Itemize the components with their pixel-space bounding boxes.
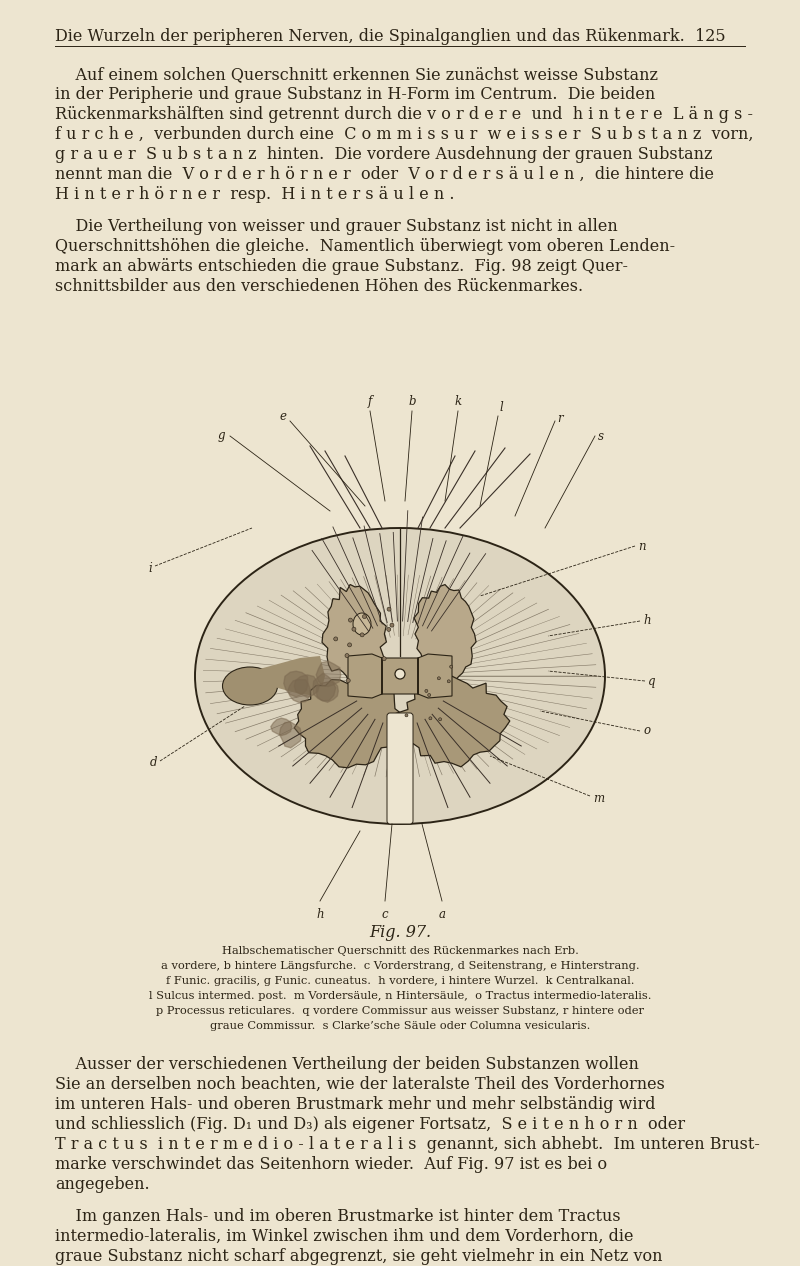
Ellipse shape [222,667,278,705]
Ellipse shape [405,714,408,717]
Ellipse shape [195,528,605,824]
Text: Halbschematischer Querschnitt des Rückenmarkes nach Erb.: Halbschematischer Querschnitt des Rücken… [222,946,578,956]
Text: mark an abwärts entschieden die graue Substanz.  Fig. 98 zeigt Quer-: mark an abwärts entschieden die graue Su… [55,258,628,275]
Ellipse shape [347,643,351,647]
Text: a vordere, b hintere Längsfurche.  c Vorderstrang, d Seitenstrang, e Hinterstran: a vordere, b hintere Längsfurche. c Vord… [161,961,639,971]
Ellipse shape [346,679,350,682]
Text: f: f [368,395,372,408]
Ellipse shape [438,677,440,680]
Text: Fig. 97.: Fig. 97. [369,924,431,941]
Ellipse shape [345,653,349,657]
Text: Die Wurzeln der peripheren Nerven, die Spinalganglien und das Rükenmark.  125: Die Wurzeln der peripheren Nerven, die S… [55,28,726,46]
Polygon shape [284,671,308,696]
Text: H i n t e r h ö r n e r  resp.  H i n t e r s ä u l e n .: H i n t e r h ö r n e r resp. H i n t e … [55,186,454,203]
Polygon shape [288,680,310,703]
Text: r: r [557,413,562,425]
Ellipse shape [428,694,430,696]
Text: nennt man die  V o r d e r h ö r n e r  oder  V o r d e r s ä u l e n ,  die hin: nennt man die V o r d e r h ö r n e r od… [55,166,714,184]
Polygon shape [252,656,325,696]
Text: Ausser der verschiedenen Vertheilung der beiden Substanzen wollen: Ausser der verschiedenen Vertheilung der… [55,1056,639,1074]
Ellipse shape [395,668,405,679]
Text: schnittsbilder aus den verschiedenen Höhen des Rückenmarkes.: schnittsbilder aus den verschiedenen Höh… [55,279,583,295]
Text: f Funic. gracilis, g Funic. cuneatus.  h vordere, i hintere Wurzel.  k Centralka: f Funic. gracilis, g Funic. cuneatus. h … [166,976,634,986]
Polygon shape [395,676,510,767]
Text: Querschnittshöhen die gleiche.  Namentlich überwiegt vom oberen Lenden-: Querschnittshöhen die gleiche. Namentlic… [55,238,675,254]
Ellipse shape [429,717,432,720]
Text: h: h [316,908,324,920]
Text: graue Commissur.  s Clarke’sche Säule oder Columna vesicularis.: graue Commissur. s Clarke’sche Säule ode… [210,1020,590,1031]
Ellipse shape [353,613,371,636]
Ellipse shape [360,633,364,637]
Text: Im ganzen Hals- und im oberen Brustmarke ist hinter dem Tractus: Im ganzen Hals- und im oberen Brustmarke… [55,1208,621,1225]
Text: g r a u e r  S u b s t a n z  hinten.  Die vordere Ausdehnung der grauen Substan: g r a u e r S u b s t a n z hinten. Die … [55,146,713,163]
Text: h: h [643,614,650,628]
Ellipse shape [349,618,353,622]
Ellipse shape [390,623,394,627]
Text: intermedio-lateralis, im Winkel zwischen ihm und dem Vorderhorn, die: intermedio-lateralis, im Winkel zwischen… [55,1228,634,1244]
Text: Sie an derselben noch beachten, wie der lateralste Theil des Vorderhornes: Sie an derselben noch beachten, wie der … [55,1076,665,1093]
Polygon shape [294,680,402,767]
Polygon shape [317,682,338,703]
Ellipse shape [387,608,391,611]
Ellipse shape [386,628,390,632]
Text: k: k [454,395,462,408]
Text: in der Peripherie und graue Substanz in H-Form im Centrum.  Die beiden: in der Peripherie und graue Substanz in … [55,86,655,103]
Text: Die Vertheilung von weisser und grauer Substanz ist nicht in allen: Die Vertheilung von weisser und grauer S… [55,218,618,235]
Polygon shape [313,674,336,701]
Text: Auf einem solchen Querschnitt erkennen Sie zunächst weisse Substanz: Auf einem solchen Querschnitt erkennen S… [55,66,658,84]
Text: d: d [150,757,157,770]
Text: g: g [218,429,225,443]
Text: p Processus reticulares.  q vordere Commissur aus weisser Substanz, r hintere od: p Processus reticulares. q vordere Commi… [156,1006,644,1017]
Ellipse shape [382,657,386,661]
Text: graue Substanz nicht scharf abgegrenzt, sie geht vielmehr in ein Netz von: graue Substanz nicht scharf abgegrenzt, … [55,1248,662,1265]
Text: c: c [382,908,388,920]
Text: m: m [593,791,604,804]
Text: a: a [438,908,446,920]
Text: b: b [408,395,416,408]
Text: l: l [500,401,504,414]
Text: l Sulcus intermed. post.  m Vordersäule, n Hintersäule,  o Tractus intermedio-la: l Sulcus intermed. post. m Vordersäule, … [149,991,651,1001]
Text: s: s [598,429,604,443]
Text: i: i [148,562,152,575]
Text: o: o [643,724,650,738]
Ellipse shape [450,665,453,668]
Text: f u r c h e ,  verbunden durch eine  C o m m i s s u r  w e i s s e r  S u b s t: f u r c h e , verbunden durch eine C o m… [55,127,754,143]
Polygon shape [348,655,452,698]
Polygon shape [414,585,476,681]
Text: Rückenmarkshälften sind getrennt durch die v o r d e r e  und  h i n t e r e  L : Rückenmarkshälften sind getrennt durch d… [55,106,753,123]
Ellipse shape [334,637,338,641]
Polygon shape [271,718,292,736]
Text: marke verschwindet das Seitenhorn wieder.  Auf Fig. 97 ist es bei o: marke verschwindet das Seitenhorn wieder… [55,1156,607,1174]
Ellipse shape [425,690,428,693]
Polygon shape [322,585,386,686]
Ellipse shape [438,718,442,720]
FancyBboxPatch shape [387,713,413,824]
Ellipse shape [447,680,450,682]
Text: q: q [648,675,655,687]
Text: T r a c t u s  i n t e r m e d i o - l a t e r a l i s  genannt, sich abhebt.  I: T r a c t u s i n t e r m e d i o - l a … [55,1136,760,1153]
Text: angegeben.: angegeben. [55,1176,150,1193]
Text: und schliesslich (Fig. D₁ und D₃) als eigener Fortsatz,  S e i t e n h o r n  od: und schliesslich (Fig. D₁ und D₃) als ei… [55,1117,685,1133]
Ellipse shape [362,614,366,619]
Text: e: e [280,409,287,423]
Polygon shape [316,661,341,686]
Polygon shape [294,675,319,698]
Text: im unteren Hals- und oberen Brustmark mehr und mehr selbständig wird: im unteren Hals- und oberen Brustmark me… [55,1096,655,1113]
Ellipse shape [352,627,356,632]
Polygon shape [279,722,302,748]
Text: n: n [638,539,646,552]
